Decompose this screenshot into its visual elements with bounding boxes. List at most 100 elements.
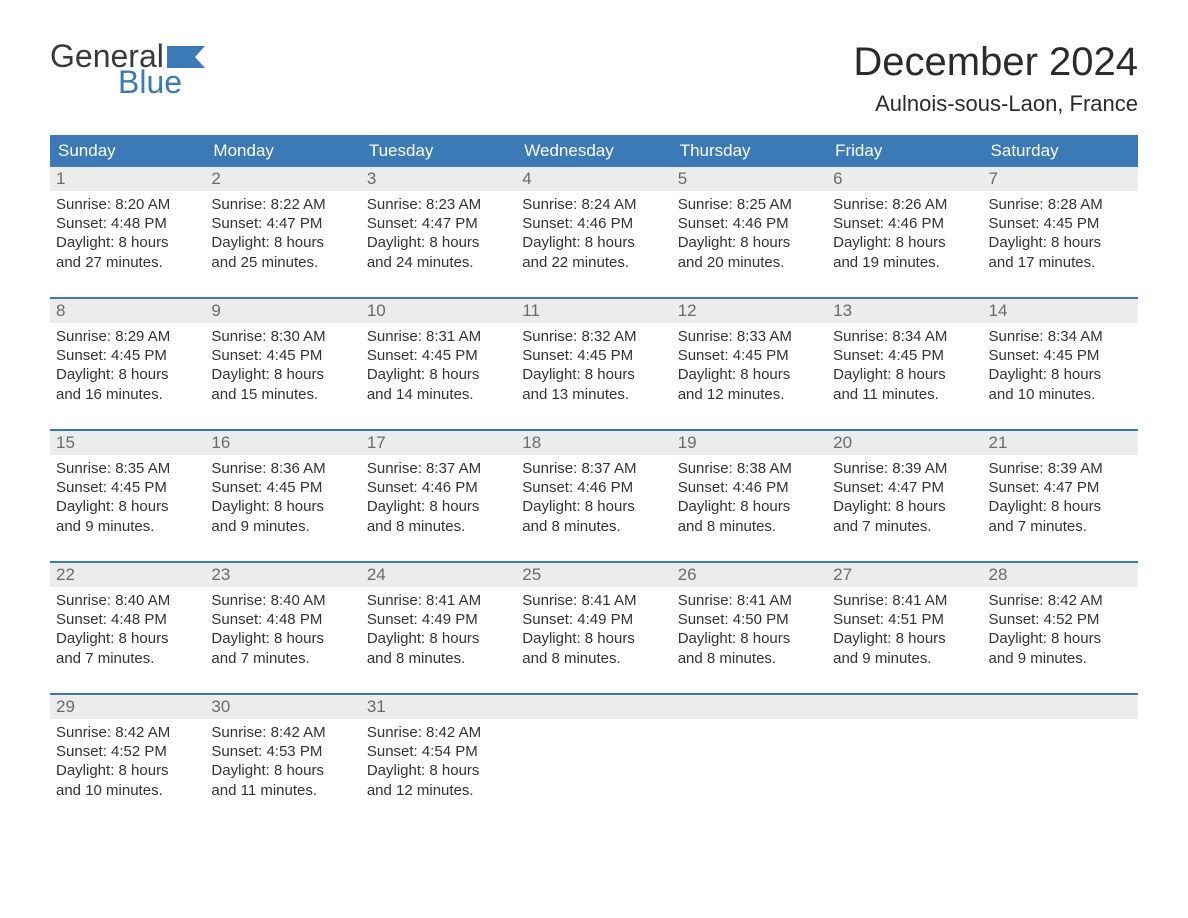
sunset-text: Sunset: 4:45 PM xyxy=(833,346,976,365)
sunrise-text: Sunrise: 8:42 AM xyxy=(211,723,354,742)
calendar-day: 29Sunrise: 8:42 AMSunset: 4:52 PMDayligh… xyxy=(50,695,205,813)
brand-word-2: Blue xyxy=(118,66,205,98)
sunrise-text: Sunrise: 8:34 AM xyxy=(833,327,976,346)
sunrise-text: Sunrise: 8:26 AM xyxy=(833,195,976,214)
day-number: 26 xyxy=(672,563,827,587)
sunset-text: Sunset: 4:48 PM xyxy=(56,214,199,233)
sunrise-text: Sunrise: 8:41 AM xyxy=(522,591,665,610)
sunset-text: Sunset: 4:45 PM xyxy=(211,346,354,365)
sunrise-text: Sunrise: 8:31 AM xyxy=(367,327,510,346)
daylight-text-1: Daylight: 8 hours xyxy=(678,629,821,648)
day-number xyxy=(516,695,671,719)
calendar-day: 16Sunrise: 8:36 AMSunset: 4:45 PMDayligh… xyxy=(205,431,360,549)
calendar-week: 29Sunrise: 8:42 AMSunset: 4:52 PMDayligh… xyxy=(50,693,1138,813)
day-number: 5 xyxy=(672,167,827,191)
calendar-week: 1Sunrise: 8:20 AMSunset: 4:48 PMDaylight… xyxy=(50,167,1138,285)
daylight-text-2: and 13 minutes. xyxy=(522,385,665,404)
day-number: 25 xyxy=(516,563,671,587)
sunset-text: Sunset: 4:45 PM xyxy=(56,346,199,365)
sunrise-text: Sunrise: 8:24 AM xyxy=(522,195,665,214)
sunrise-text: Sunrise: 8:29 AM xyxy=(56,327,199,346)
day-number xyxy=(672,695,827,719)
day-number: 1 xyxy=(50,167,205,191)
daylight-text-1: Daylight: 8 hours xyxy=(56,233,199,252)
daylight-text-2: and 11 minutes. xyxy=(211,781,354,800)
day-number: 30 xyxy=(205,695,360,719)
sunrise-text: Sunrise: 8:20 AM xyxy=(56,195,199,214)
daylight-text-2: and 17 minutes. xyxy=(989,253,1132,272)
sunrise-text: Sunrise: 8:37 AM xyxy=(522,459,665,478)
day-number: 8 xyxy=(50,299,205,323)
day-number xyxy=(827,695,982,719)
sunset-text: Sunset: 4:45 PM xyxy=(989,214,1132,233)
sunrise-text: Sunrise: 8:39 AM xyxy=(989,459,1132,478)
day-number: 17 xyxy=(361,431,516,455)
sunset-text: Sunset: 4:53 PM xyxy=(211,742,354,761)
day-details: Sunrise: 8:26 AMSunset: 4:46 PMDaylight:… xyxy=(827,191,982,278)
day-number: 19 xyxy=(672,431,827,455)
daylight-text-1: Daylight: 8 hours xyxy=(989,233,1132,252)
daylight-text-1: Daylight: 8 hours xyxy=(211,761,354,780)
daylight-text-2: and 7 minutes. xyxy=(833,517,976,536)
daylight-text-1: Daylight: 8 hours xyxy=(367,233,510,252)
sunrise-text: Sunrise: 8:38 AM xyxy=(678,459,821,478)
daylight-text-1: Daylight: 8 hours xyxy=(522,629,665,648)
weekday-label: Friday xyxy=(827,135,982,167)
day-details: Sunrise: 8:31 AMSunset: 4:45 PMDaylight:… xyxy=(361,323,516,410)
calendar: Sunday Monday Tuesday Wednesday Thursday… xyxy=(50,135,1138,813)
day-details: Sunrise: 8:28 AMSunset: 4:45 PMDaylight:… xyxy=(983,191,1138,278)
day-details: Sunrise: 8:41 AMSunset: 4:50 PMDaylight:… xyxy=(672,587,827,674)
location-label: Aulnois-sous-Laon, France xyxy=(853,91,1138,117)
daylight-text-1: Daylight: 8 hours xyxy=(211,629,354,648)
day-details: Sunrise: 8:37 AMSunset: 4:46 PMDaylight:… xyxy=(516,455,671,542)
day-details: Sunrise: 8:40 AMSunset: 4:48 PMDaylight:… xyxy=(50,587,205,674)
daylight-text-1: Daylight: 8 hours xyxy=(678,233,821,252)
daylight-text-1: Daylight: 8 hours xyxy=(833,497,976,516)
sunset-text: Sunset: 4:52 PM xyxy=(56,742,199,761)
sunrise-text: Sunrise: 8:32 AM xyxy=(522,327,665,346)
day-details: Sunrise: 8:22 AMSunset: 4:47 PMDaylight:… xyxy=(205,191,360,278)
day-number: 11 xyxy=(516,299,671,323)
daylight-text-2: and 8 minutes. xyxy=(678,649,821,668)
sunset-text: Sunset: 4:52 PM xyxy=(989,610,1132,629)
day-number: 16 xyxy=(205,431,360,455)
day-number: 9 xyxy=(205,299,360,323)
sunrise-text: Sunrise: 8:34 AM xyxy=(989,327,1132,346)
daylight-text-2: and 7 minutes. xyxy=(989,517,1132,536)
calendar-day: 10Sunrise: 8:31 AMSunset: 4:45 PMDayligh… xyxy=(361,299,516,417)
calendar-week: 22Sunrise: 8:40 AMSunset: 4:48 PMDayligh… xyxy=(50,561,1138,681)
sunrise-text: Sunrise: 8:30 AM xyxy=(211,327,354,346)
daylight-text-2: and 8 minutes. xyxy=(367,517,510,536)
calendar-day: 8Sunrise: 8:29 AMSunset: 4:45 PMDaylight… xyxy=(50,299,205,417)
sunrise-text: Sunrise: 8:28 AM xyxy=(989,195,1132,214)
sunset-text: Sunset: 4:51 PM xyxy=(833,610,976,629)
day-details: Sunrise: 8:40 AMSunset: 4:48 PMDaylight:… xyxy=(205,587,360,674)
daylight-text-2: and 22 minutes. xyxy=(522,253,665,272)
sunrise-text: Sunrise: 8:41 AM xyxy=(678,591,821,610)
daylight-text-2: and 9 minutes. xyxy=(211,517,354,536)
calendar-day xyxy=(827,695,982,813)
day-number: 10 xyxy=(361,299,516,323)
title-block: December 2024 Aulnois-sous-Laon, France xyxy=(853,40,1138,117)
sunrise-text: Sunrise: 8:22 AM xyxy=(211,195,354,214)
sunset-text: Sunset: 4:45 PM xyxy=(678,346,821,365)
calendar-day xyxy=(516,695,671,813)
daylight-text-2: and 14 minutes. xyxy=(367,385,510,404)
day-details: Sunrise: 8:32 AMSunset: 4:45 PMDaylight:… xyxy=(516,323,671,410)
daylight-text-2: and 25 minutes. xyxy=(211,253,354,272)
sunrise-text: Sunrise: 8:39 AM xyxy=(833,459,976,478)
sunset-text: Sunset: 4:47 PM xyxy=(833,478,976,497)
brand-logo: General Blue xyxy=(50,40,205,98)
weekday-label: Tuesday xyxy=(361,135,516,167)
calendar-day: 26Sunrise: 8:41 AMSunset: 4:50 PMDayligh… xyxy=(672,563,827,681)
sunrise-text: Sunrise: 8:42 AM xyxy=(56,723,199,742)
day-number: 2 xyxy=(205,167,360,191)
calendar-day: 15Sunrise: 8:35 AMSunset: 4:45 PMDayligh… xyxy=(50,431,205,549)
day-details: Sunrise: 8:24 AMSunset: 4:46 PMDaylight:… xyxy=(516,191,671,278)
day-number: 21 xyxy=(983,431,1138,455)
calendar-day: 5Sunrise: 8:25 AMSunset: 4:46 PMDaylight… xyxy=(672,167,827,285)
weekday-label: Saturday xyxy=(983,135,1138,167)
daylight-text-2: and 8 minutes. xyxy=(678,517,821,536)
day-details: Sunrise: 8:35 AMSunset: 4:45 PMDaylight:… xyxy=(50,455,205,542)
daylight-text-2: and 12 minutes. xyxy=(678,385,821,404)
